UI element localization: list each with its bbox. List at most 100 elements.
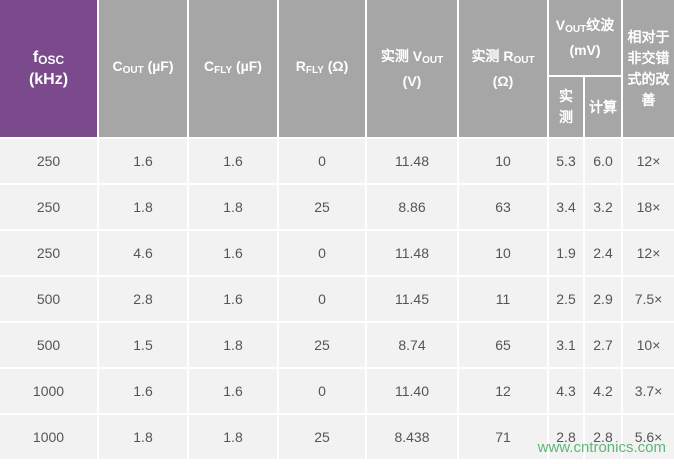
table-cell: 65 (459, 323, 547, 367)
table-cell: 2.8 (585, 415, 622, 459)
table-cell: 250 (0, 139, 97, 183)
table-row: 250 1.6 1.6 0 11.48 10 5.3 6.0 12× (0, 139, 674, 183)
table-cell: 2.9 (585, 277, 622, 321)
table-cell: 6.0 (585, 139, 622, 183)
table-cell: 5.6× (623, 415, 674, 459)
table-cell: 1000 (0, 369, 97, 413)
table-cell: 0 (279, 369, 365, 413)
header-base: f (32, 48, 39, 66)
table-cell: 11 (459, 277, 547, 321)
table-cell: 3.7× (623, 369, 674, 413)
header-cell: 实测 ROUT (Ω) (459, 0, 547, 137)
header-subcell: 计算 (585, 77, 622, 137)
header-subcell: 实测 (549, 77, 583, 137)
table-cell: 1.6 (189, 277, 277, 321)
header-unit: (kHz) (28, 70, 69, 88)
table-cell: 25 (279, 323, 365, 367)
table-row: 250 4.6 1.6 0 11.48 10 1.9 2.4 12× (0, 231, 674, 275)
table-cell: 7.5× (623, 277, 674, 321)
table-row: 500 2.8 1.6 0 11.45 11 2.5 2.9 7.5× (0, 277, 674, 321)
table-row: 250 1.8 1.8 25 8.86 63 3.4 3.2 18× (0, 185, 674, 229)
header-unit: (V) (402, 73, 422, 89)
table-cell: 0 (279, 231, 365, 275)
table-cell: 250 (0, 185, 97, 229)
header-sub: OUT (565, 24, 587, 35)
table-cell: 0 (279, 139, 365, 183)
table-cell: 500 (0, 323, 97, 367)
table-cell: 1.6 (99, 369, 187, 413)
table-cell: 2.8 (549, 415, 583, 459)
table-cell: 500 (0, 277, 97, 321)
table-cell: 3.2 (585, 185, 622, 229)
table-cell: 1.8 (189, 185, 277, 229)
table-cell: 250 (0, 231, 97, 275)
table-cell: 1.6 (189, 369, 277, 413)
table-cell: 71 (459, 415, 547, 459)
table-cell: 3.1 (549, 323, 583, 367)
table-cell: 4.6 (99, 231, 187, 275)
table-cell: 1.9 (549, 231, 583, 275)
table-cell: 4.3 (549, 369, 583, 413)
table-cell: 18× (623, 185, 674, 229)
header-sub: OUT (422, 55, 444, 66)
table-cell: 2.4 (585, 231, 622, 275)
header-base: 实测 V (380, 48, 423, 64)
table-cell: 11.45 (367, 277, 457, 321)
table-row: 500 1.5 1.8 25 8.74 65 3.1 2.7 10× (0, 323, 674, 367)
table-cell: 11.48 (367, 231, 457, 275)
header-sub: OUT (513, 55, 535, 66)
header-base: C (112, 58, 123, 74)
header-cell: VOUT纹波 (mV) (549, 0, 622, 75)
header-base: R (295, 58, 306, 74)
table-cell: 25 (279, 415, 365, 459)
table-cell: 10 (459, 139, 547, 183)
table-cell: 2.5 (549, 277, 583, 321)
table-cell: 63 (459, 185, 547, 229)
table-cell: 5.3 (549, 139, 583, 183)
header-cell: RFLY (Ω) (279, 0, 365, 137)
header-cell: CFLY (µF) (189, 0, 277, 137)
header-base: 实测 R (471, 48, 514, 64)
table-body: 250 1.6 1.6 0 11.48 10 5.3 6.0 12× 250 1.8 1.8 25 8.8… (0, 139, 674, 459)
table-cell: 3.4 (549, 185, 583, 229)
header-sub: FLY (214, 65, 233, 76)
header-base: C (204, 58, 215, 74)
header-cell: 实测 VOUT (V) (367, 0, 457, 137)
table-cell: 1.8 (99, 185, 187, 229)
table-cell: 1.8 (99, 415, 187, 459)
table-cell: 1.5 (99, 323, 187, 367)
table-cell: 11.40 (367, 369, 457, 413)
header-unit: (µF) (236, 58, 262, 74)
header-unit: 纹波 (mV) (569, 17, 615, 58)
header-sub: FLY (305, 65, 324, 76)
table-cell: 11.48 (367, 139, 457, 183)
table-cell: 1.6 (189, 231, 277, 275)
table-cell: 12 (459, 369, 547, 413)
table-cell: 1.6 (189, 139, 277, 183)
header-unit: (Ω) (492, 73, 514, 89)
table-cell: 12× (623, 231, 674, 275)
header-unit: (µF) (147, 58, 174, 74)
header-cell: COUT (µF) (99, 0, 187, 137)
header-sub: OUT (122, 65, 144, 76)
table-cell: 2.8 (99, 277, 187, 321)
header-cell: fOSC (kHz) (0, 0, 97, 137)
table-row: 1000 1.6 1.6 0 11.40 12 4.3 4.2 3.7× (0, 369, 674, 413)
table-cell: 2.7 (585, 323, 622, 367)
header-sub: OSC (38, 52, 65, 67)
table-cell: 8.438 (367, 415, 457, 459)
watermark: www.cntronics.com (537, 439, 666, 456)
table-cell: 8.86 (367, 185, 457, 229)
table-cell: 12× (623, 139, 674, 183)
table-cell: 1.8 (189, 415, 277, 459)
table-cell: 4.2 (585, 369, 622, 413)
header-cell: 相对于非交错式的改善 (623, 0, 674, 137)
table-cell: 1000 (0, 415, 97, 459)
table-cell: 1.8 (189, 323, 277, 367)
header-base: V (555, 17, 566, 33)
header-unit: (Ω) (327, 58, 349, 74)
table-cell: 8.74 (367, 323, 457, 367)
table-cell: 25 (279, 185, 365, 229)
